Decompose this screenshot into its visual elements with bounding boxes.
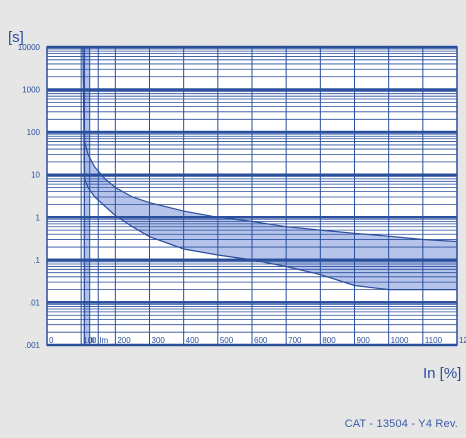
x-tick-label: 1200: [459, 336, 466, 345]
y-tick-labels: 10000 1000 100 10 1 .1 .01 .001: [18, 43, 41, 350]
x-tick-label: 400: [186, 336, 200, 345]
x-tick-label: 200: [117, 336, 131, 345]
vertical-bands: [82, 47, 90, 345]
y-tick-label: 100: [27, 128, 41, 137]
x-tick-label: 800: [322, 336, 336, 345]
marker-label: Ir: [91, 336, 96, 345]
catalog-reference: CAT - 13504 - Y4 Rev.: [344, 418, 458, 430]
marker-label: Im: [99, 336, 108, 345]
x-tick-label: 600: [254, 336, 268, 345]
y-tick-label: 10: [31, 171, 40, 180]
x-tick-label: 1100: [425, 336, 443, 345]
x-tick-label: 0: [49, 336, 54, 345]
x-tick-labels: 0 100 200 300 400 500 600 700 800 900 1000 1100 1200: [49, 336, 466, 345]
y-tick-label: 1000: [22, 86, 40, 95]
x-axis-label: In [%]: [423, 365, 461, 382]
y-tick-label: 10000: [18, 43, 41, 52]
x-tick-label: 100: [83, 336, 97, 345]
y-tick-label: 1: [36, 213, 41, 222]
y-tick-label: .1: [33, 256, 40, 265]
vertical-band-0: [82, 47, 90, 345]
x-tick-label: 300: [152, 336, 166, 345]
band-area: [82, 47, 458, 290]
markers: Ir Im: [91, 336, 109, 345]
y-tick-label: .01: [29, 298, 41, 307]
y-axis-label: [s]: [8, 29, 24, 46]
y-tick-label: .001: [24, 341, 40, 350]
x-tick-label: 1000: [391, 336, 409, 345]
x-tick-label: 900: [357, 336, 371, 345]
grid: [46, 45, 458, 347]
x-tick-label: 700: [288, 336, 302, 345]
x-tick-label: 500: [220, 336, 234, 345]
